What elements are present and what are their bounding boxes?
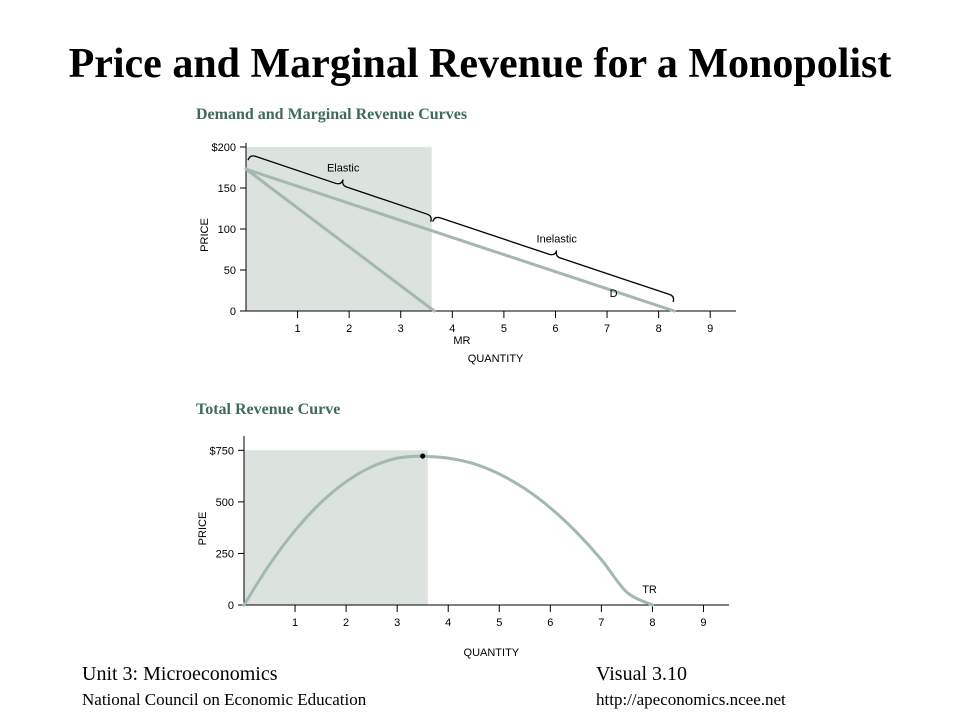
y-tick-label: 500 xyxy=(216,497,234,509)
x-tick-label: 5 xyxy=(496,617,502,629)
series-line-d xyxy=(244,167,676,313)
annotation-elastic: Elastic xyxy=(327,163,360,175)
series-label-mr: MR xyxy=(453,335,470,347)
x-tick-label: 7 xyxy=(604,323,610,335)
footer-visual: Visual 3.10 xyxy=(596,663,688,685)
x-tick-label: 8 xyxy=(649,617,655,629)
y-axis-label: PRICE xyxy=(199,218,211,252)
brace-inelastic xyxy=(432,216,675,303)
y-tick-label: $750 xyxy=(210,445,234,457)
x-tick-label: 6 xyxy=(552,323,558,335)
x-tick-label: 5 xyxy=(501,323,507,335)
x-axis-label: QUANTITY xyxy=(468,353,524,365)
series-label-d: D xyxy=(610,288,618,300)
y-tick-label: 50 xyxy=(224,265,236,277)
x-tick-label: 1 xyxy=(295,323,301,335)
shaded-region xyxy=(246,147,432,311)
chart-title: Demand and Marginal Revenue Curves xyxy=(196,106,467,123)
x-axis-label: QUANTITY xyxy=(464,647,520,659)
x-tick-label: 3 xyxy=(398,323,404,335)
series-line-mr xyxy=(244,167,436,313)
x-tick-label: 4 xyxy=(445,617,451,629)
y-tick-label: 250 xyxy=(216,548,234,560)
y-axis-label: PRICE xyxy=(197,512,209,546)
x-tick-label: 8 xyxy=(656,323,662,335)
annotation-inelastic: Inelastic xyxy=(537,233,578,245)
footer-org: National Council on Economic Education xyxy=(82,690,367,709)
x-tick-label: 3 xyxy=(394,617,400,629)
x-tick-label: 2 xyxy=(343,617,349,629)
page-title: Price and Marginal Revenue for a Monopol… xyxy=(68,41,892,87)
x-tick-label: 4 xyxy=(449,323,455,335)
y-tick-label: 100 xyxy=(218,224,236,236)
peak-point xyxy=(420,453,426,459)
demand-mr-chart: Demand and Marginal Revenue Curves 1 2 3 4 5… xyxy=(196,106,736,365)
x-tick-label: 6 xyxy=(547,617,553,629)
footer-unit: Unit 3: Microeconomics xyxy=(82,663,278,685)
y-tick-label: $200 xyxy=(212,142,236,154)
series-label-tr: TR xyxy=(642,584,657,596)
series-line-tr xyxy=(242,454,654,607)
footer-url: http://apeconomics.ncee.net xyxy=(596,690,786,709)
chart-title: Total Revenue Curve xyxy=(196,401,340,418)
y-tick-label: 0 xyxy=(230,306,236,318)
x-tick-label: 9 xyxy=(707,323,713,335)
y-tick-label: 0 xyxy=(228,600,234,612)
x-tick-label: 7 xyxy=(598,617,604,629)
title-area: Price and Marginal Revenue for a Monopol… xyxy=(0,0,960,104)
x-tick-label: 9 xyxy=(700,617,706,629)
x-tick-label: 1 xyxy=(292,617,298,629)
brace-elastic xyxy=(247,155,432,222)
y-tick-label: 150 xyxy=(218,183,236,195)
total-revenue-chart: Total Revenue Curve 1 2 3 4 5 6 7 8 9 0 250 500 $750… xyxy=(196,401,729,659)
shaded-region xyxy=(244,450,428,605)
x-tick-label: 2 xyxy=(346,323,352,335)
